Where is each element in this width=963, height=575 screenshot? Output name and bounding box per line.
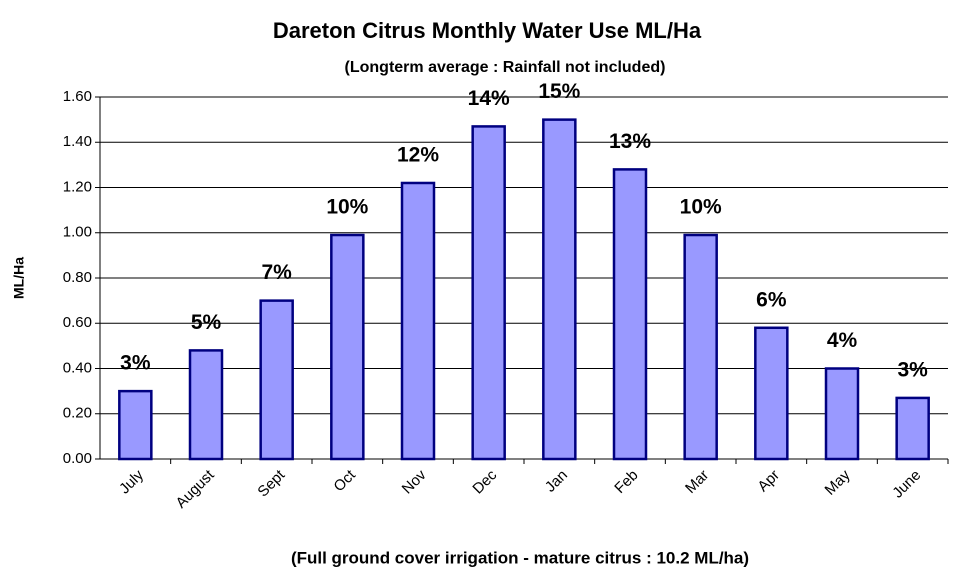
x-tick-label: Dec — [469, 466, 500, 497]
y-tick-label: 1.60 — [63, 88, 92, 105]
data-label: 10% — [326, 196, 368, 219]
y-tick-label: 0.40 — [63, 359, 92, 376]
bar — [542, 118, 577, 461]
data-label: 15% — [538, 80, 580, 103]
x-tick-label: Oct — [330, 466, 359, 495]
x-tick-label: Mar — [682, 467, 712, 497]
bar — [188, 349, 224, 461]
x-tick-label: Jan — [542, 467, 571, 496]
x-tick-label: August — [173, 466, 219, 512]
bar — [118, 389, 153, 461]
x-tick-label: Apr — [754, 467, 783, 496]
x-tick-label: June — [889, 467, 924, 502]
y-tick-label: 0.20 — [63, 405, 92, 422]
bar — [330, 233, 365, 461]
x-tick-label: Feb — [611, 467, 641, 497]
y-tick-label: 1.40 — [63, 133, 92, 150]
data-label: 12% — [397, 144, 439, 167]
data-label: 3% — [897, 358, 928, 381]
bar — [895, 396, 930, 461]
bar — [683, 233, 718, 461]
y-tick-label: 0.00 — [63, 450, 92, 467]
data-label: 3% — [120, 352, 151, 375]
y-tick-label: 0.60 — [63, 314, 92, 331]
x-tick-label: May — [822, 466, 854, 498]
bar — [259, 299, 294, 461]
y-tick-label: 0.80 — [63, 269, 92, 286]
data-label: 4% — [827, 329, 858, 352]
data-label: 6% — [756, 288, 787, 311]
data-label: 13% — [609, 130, 651, 153]
data-label: 10% — [680, 196, 722, 219]
data-label: 14% — [468, 87, 510, 110]
y-axis-label: ML/Ha — [11, 257, 27, 299]
x-tick-label: Sept — [254, 466, 288, 500]
chart-subtitle: (Longterm average : Rainfall not include… — [345, 59, 666, 76]
bar — [400, 181, 436, 461]
bar — [612, 168, 648, 461]
x-tick-label: July — [116, 466, 147, 497]
data-label: 5% — [191, 311, 222, 334]
chart-title: Dareton Citrus Monthly Water Use ML/Ha — [273, 18, 702, 43]
x-tick-label: Nov — [399, 466, 430, 497]
bar — [754, 326, 789, 461]
x-axis-label: (Full ground cover irrigation - mature c… — [291, 548, 749, 567]
bar — [824, 367, 860, 461]
y-tick-label: 1.00 — [63, 224, 92, 241]
y-tick-label: 1.20 — [63, 178, 92, 195]
data-label: 7% — [261, 261, 292, 284]
bar — [471, 125, 506, 461]
